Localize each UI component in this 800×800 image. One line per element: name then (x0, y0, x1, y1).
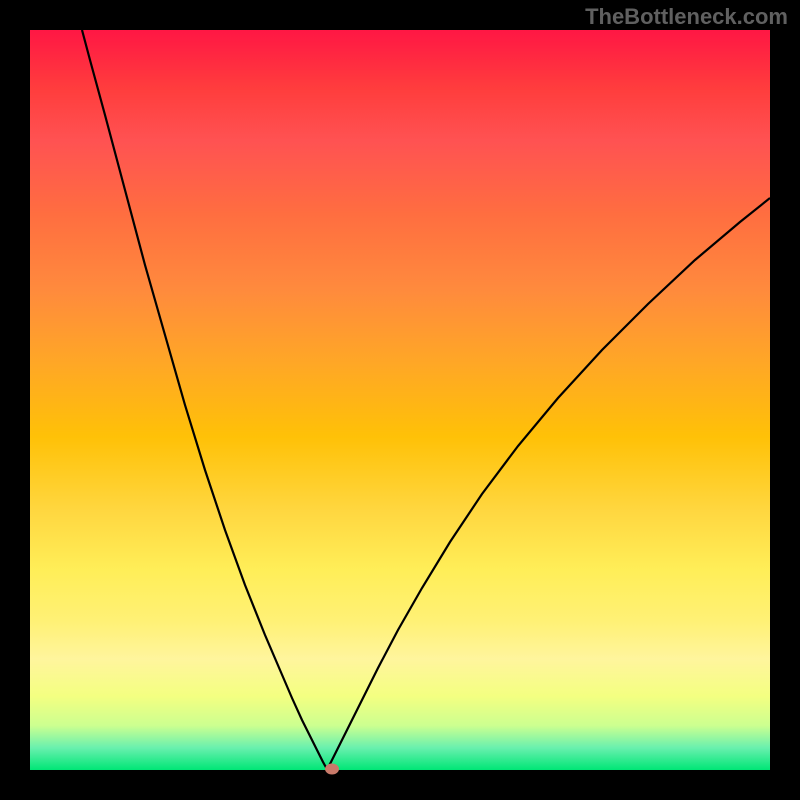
optimal-marker (325, 764, 339, 775)
bottleneck-curve (30, 30, 770, 770)
plot-area (30, 30, 770, 770)
watermark-text: TheBottleneck.com (585, 4, 788, 30)
